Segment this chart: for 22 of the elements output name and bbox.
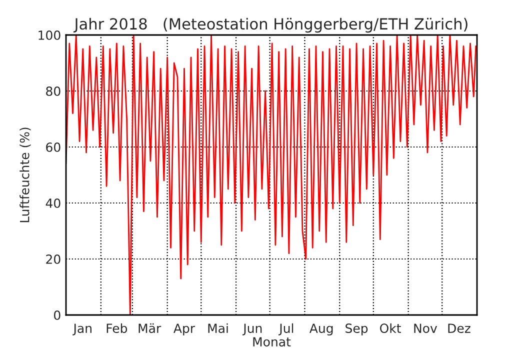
x-tick-label: Jul — [278, 323, 294, 336]
y-tick-label: 0 — [54, 310, 60, 320]
y-tick-label: 100 — [38, 30, 60, 40]
x-tick-label: Jun — [242, 324, 262, 336]
line-series — [66, 35, 477, 315]
x-tick-label: Apr — [174, 324, 196, 336]
y-tick-label: 40 — [46, 198, 60, 208]
x-tick-label: Aug — [310, 324, 333, 336]
x-axis-title: Monat — [253, 337, 291, 346]
y-tick-label: 80 — [46, 86, 60, 96]
x-tick-label: Jan — [72, 324, 92, 336]
chart-title: Jahr 2018 (Meteostation Hönggerberg/ETH Zürich) — [73, 18, 468, 33]
x-tick-label: Mai — [208, 323, 228, 334]
y-tick-label: 20 — [46, 254, 60, 264]
x-tick-label: Dez — [448, 324, 470, 334]
x-tick-label: Sep — [346, 324, 368, 336]
x-tick-label: Nov — [414, 324, 438, 334]
y-tick-label: 60 — [46, 142, 60, 152]
x-tick-label: Feb — [106, 323, 128, 334]
x-tick-label: Mär — [138, 323, 162, 334]
x-tick-label: Okt — [380, 323, 401, 334]
y-axis-title: Luftfeuchte (%) — [20, 128, 31, 222]
